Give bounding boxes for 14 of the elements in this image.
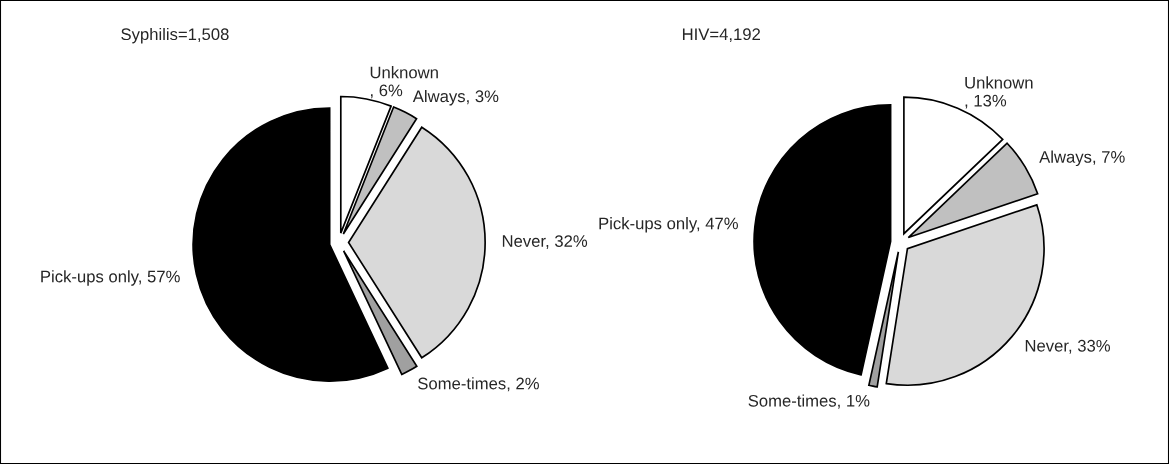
slice-label: Pick-ups only, 57% [41,270,180,286]
slice-label: Some-times, 1% [748,394,870,409]
slice-label: Always, 3% [412,89,499,106]
slice-label: Some-times, 2% [418,377,539,392]
slice-label: Always, 7% [1039,150,1125,167]
slice-label: Unknown [370,66,438,79]
chart-title: HIV=4,192 [682,28,760,43]
data-label: , 6% [370,84,403,99]
slice-label: Pick-ups only, 47% [599,217,738,233]
slice-label: Unknown [965,76,1033,89]
data-label: , 13% [965,94,1007,109]
slice-label: Never, 32% [502,235,588,249]
slice-label: Never, 33% [1025,339,1111,354]
chart-title: Syphilis=1,508 [121,27,229,44]
